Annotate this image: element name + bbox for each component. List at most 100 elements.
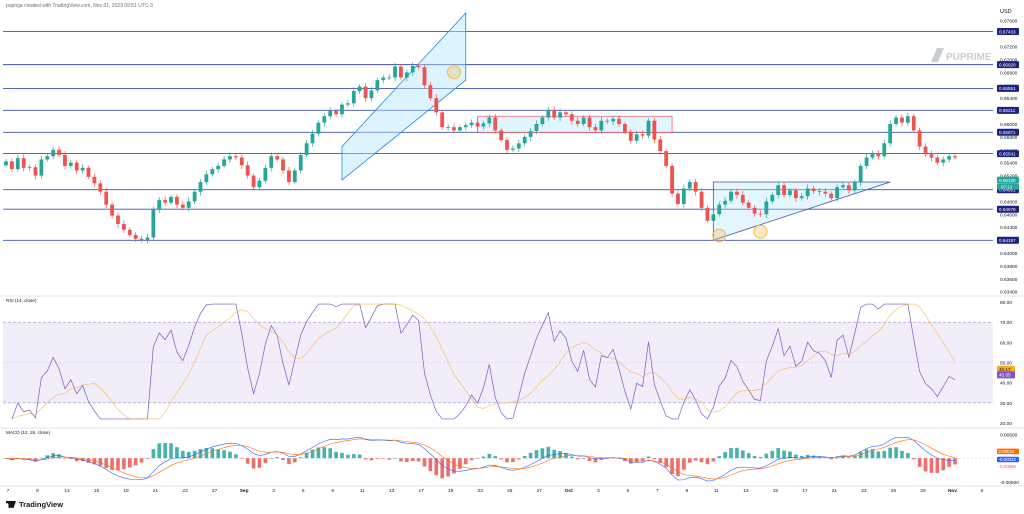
candle (440, 109, 445, 130)
candle-body (505, 140, 509, 150)
candle (799, 192, 804, 201)
macd-hist-bar (293, 458, 297, 463)
candle (740, 191, 745, 206)
candle-body (699, 191, 704, 208)
candle (581, 115, 586, 127)
candle-body (98, 183, 103, 192)
macd-hist-bar (393, 458, 397, 459)
candle-body (882, 143, 887, 157)
x-axis-tick: 11 (714, 488, 719, 494)
x-axis-tick: 3 (597, 488, 600, 494)
macd-hist-bar (664, 458, 668, 468)
macd-hist-bar (157, 443, 162, 459)
level-price-label: 0.64679 (997, 205, 1019, 213)
macd-hist-bar (257, 458, 262, 468)
candle (233, 153, 238, 161)
candle-body (375, 80, 380, 91)
candle (51, 147, 56, 160)
x-axis-tick: 21 (832, 488, 838, 494)
macd-hist-bar (882, 450, 887, 459)
candle (693, 179, 698, 196)
macd-hist-bar (281, 458, 285, 461)
candle-body (369, 90, 374, 99)
label-text: 0.64197 (999, 238, 1016, 243)
candle (658, 135, 663, 155)
label-bg (997, 176, 1019, 184)
macd-hist-bar (86, 458, 91, 463)
candle-body (157, 200, 162, 210)
label-bg (997, 106, 1019, 114)
macd-hist-bar (110, 458, 114, 470)
price-axis-tick: 0.67000 (1000, 57, 1018, 63)
label-bg (997, 205, 1019, 213)
candle-body (835, 187, 840, 199)
candle (793, 187, 798, 202)
rsi-value-label: 45.17 (997, 365, 1015, 373)
candle-body (729, 191, 733, 201)
candle-body (646, 120, 651, 136)
candle (121, 220, 126, 233)
candle-body (782, 185, 786, 195)
macd-signal-line (5, 438, 956, 480)
candle-body (770, 194, 775, 202)
candle (752, 205, 757, 217)
candle-body (393, 66, 397, 78)
candle-body (852, 182, 857, 191)
candle (528, 128, 533, 141)
candle-body (917, 130, 922, 147)
macd-hist-bar (304, 452, 309, 459)
macd-hist-bar (770, 450, 775, 459)
candle-body (905, 116, 910, 123)
candle (133, 232, 138, 243)
macd-hist-bar (133, 458, 138, 466)
label-bg (997, 128, 1019, 136)
candle (640, 130, 645, 140)
candle (516, 139, 521, 153)
macd-hist-bar (399, 458, 403, 462)
level-price-label: 0.67433 (997, 28, 1019, 36)
x-axis-tick: 5 (626, 488, 629, 494)
candle-body (717, 204, 722, 215)
price-axis-tick: 0.64400 (1000, 225, 1018, 231)
candle (687, 179, 692, 192)
macd-hist-bar (346, 454, 350, 459)
candle-body (310, 133, 315, 144)
candle (717, 201, 722, 217)
candle (835, 184, 840, 202)
candle (711, 211, 716, 225)
macd-hist-bar (351, 454, 356, 459)
candle (546, 107, 551, 121)
candle-body (528, 131, 533, 137)
candles (4, 62, 957, 244)
candle-body (410, 65, 415, 73)
candle (304, 140, 309, 158)
candle (357, 84, 362, 94)
x-axis-tick: 27 (537, 488, 543, 494)
candle (157, 197, 162, 213)
macd-hist-bar (446, 458, 450, 477)
candle (222, 156, 226, 169)
candle-body (829, 193, 834, 199)
candle-body (434, 98, 439, 113)
candle-body (805, 188, 810, 197)
tradingview-footer[interactable]: TradingView (6, 500, 63, 509)
candle (45, 153, 50, 162)
macd-hist-bar (670, 458, 674, 474)
candle (27, 164, 32, 171)
candle (770, 192, 775, 205)
countdown-label: 07:13 (997, 183, 1019, 190)
label-text: 0.65541 (999, 151, 1016, 156)
candle (469, 119, 474, 128)
macd-hist-bar (729, 448, 733, 459)
rsi-axis-tick: 40.00 (1000, 381, 1012, 387)
label-text: 0.65130 (999, 178, 1016, 183)
macd-hist-bar (511, 458, 515, 463)
candle-body (929, 154, 934, 158)
macd-hist-bar (452, 458, 456, 474)
candle (735, 188, 739, 199)
candle-body (687, 182, 692, 189)
macd-hist-bar (617, 458, 621, 459)
macd-hist-bar (587, 458, 592, 461)
candle-body (216, 165, 221, 170)
